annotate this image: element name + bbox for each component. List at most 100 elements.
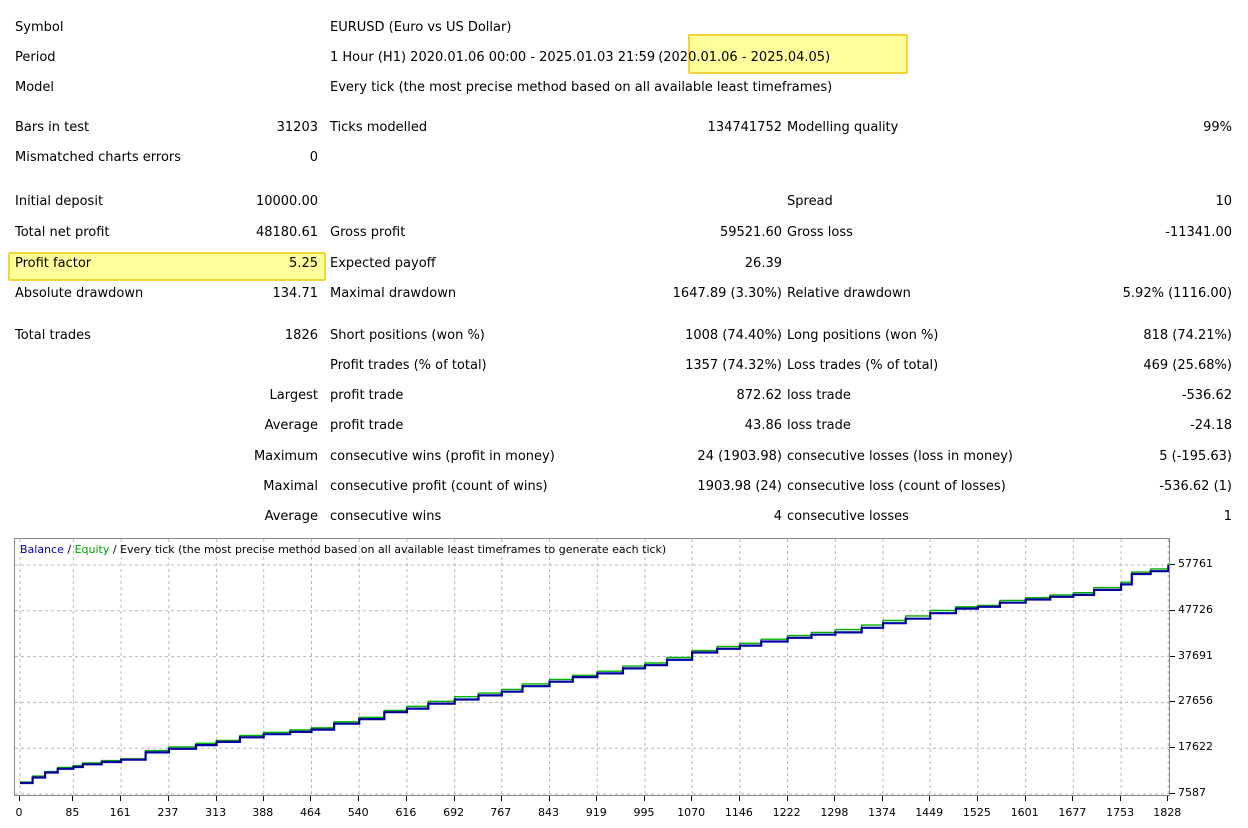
y-tick-label: 27656 [1178, 694, 1213, 708]
largest-label: Largest [269, 388, 318, 403]
gross-loss-value: -11341.00 [1165, 225, 1232, 240]
x-tick-mark [358, 796, 360, 801]
period-highlight-box [688, 34, 908, 74]
y-tick-mark [1170, 747, 1175, 749]
period-highlight-text: (2020.01.06 - 2025.04.05) [658, 50, 831, 65]
maximum-profit-label: consecutive wins (profit in money) [330, 449, 555, 464]
x-tick-mark [834, 796, 836, 801]
average-consec-label: Average [264, 509, 318, 524]
y-tick-label: 7587 [1178, 786, 1206, 799]
y-tick-mark [1170, 793, 1175, 794]
chart-legend: Balance / Equity / Every tick (the most … [20, 543, 666, 556]
x-tick-mark [1072, 796, 1074, 801]
mismatched-label: Mismatched charts errors [15, 150, 182, 165]
x-tick-mark [929, 796, 931, 801]
expected-payoff-value: 26.39 [744, 256, 782, 271]
x-tick-label: 1677 [1058, 806, 1087, 819]
x-tick-mark [738, 796, 740, 801]
largest-loss-value: -536.62 [1181, 388, 1232, 403]
gross-profit-value: 59521.60 [719, 225, 782, 240]
y-tick-label: 47726 [1178, 602, 1213, 616]
symbol-label: Symbol [15, 20, 64, 35]
x-tick-label: 540 [347, 806, 369, 819]
x-tick-mark [786, 796, 788, 801]
y-tick-label: 57761 [1178, 557, 1213, 570]
maximal-profit-label: consecutive profit (count of wins) [330, 479, 548, 494]
x-tick-mark [1120, 796, 1122, 801]
maximum-label: Maximum [253, 449, 318, 464]
x-tick-label: 1374 [868, 806, 897, 819]
average-profit-value: 43.86 [744, 418, 782, 433]
bars-in-test-label: Bars in test [15, 120, 90, 135]
y-tick-mark [1170, 609, 1175, 611]
x-tick-label: 237 [157, 806, 179, 819]
x-tick-label: 464 [299, 806, 321, 819]
relative-drawdown-label: Relative drawdown [787, 286, 911, 301]
x-tick-mark [215, 796, 217, 801]
x-tick-label: 1070 [677, 806, 706, 819]
maximum-loss-value: 5 (-195.63) [1159, 449, 1232, 464]
total-trades-label: Total trades [15, 328, 91, 343]
total-trades-value: 1826 [284, 328, 318, 343]
x-tick-label: 767 [490, 806, 512, 819]
average-consec-profit-value: 4 [773, 509, 782, 524]
legend-balance: Balance [20, 543, 64, 556]
x-tick-mark [120, 796, 122, 801]
maximum-loss-label: consecutive losses (loss in money) [787, 449, 1013, 464]
absolute-drawdown-label: Absolute drawdown [15, 286, 144, 301]
loss-trades-value: 469 (25.68%) [1143, 358, 1232, 373]
profit-trades-value: 1357 (74.32%) [685, 358, 782, 373]
x-tick-label: 1753 [1106, 806, 1135, 819]
x-tick-mark [644, 796, 645, 801]
x-tick-mark [1024, 796, 1026, 801]
y-tick-mark [1170, 564, 1175, 565]
x-tick-mark [976, 796, 978, 801]
balance-chart [14, 538, 1170, 796]
legend-description: / Every tick (the most precise method ba… [109, 543, 667, 556]
x-tick-mark [596, 796, 598, 801]
short-positions-value: 1008 (74.40%) [685, 328, 782, 343]
maximal-profit-value: 1903.98 (24) [697, 479, 782, 494]
x-tick-mark [262, 796, 264, 801]
x-tick-label: 1828 [1153, 806, 1182, 819]
x-tick-label: 1298 [820, 806, 849, 819]
largest-profit-label: profit trade [330, 388, 404, 403]
maximal-drawdown-label: Maximal drawdown [330, 286, 457, 301]
absolute-drawdown-value: 134.71 [272, 286, 319, 301]
ticks-modelled-label: Ticks modelled [330, 120, 428, 135]
x-tick-mark [167, 796, 169, 801]
x-tick-label: 313 [205, 806, 227, 819]
total-net-profit-value: 48180.61 [255, 225, 318, 240]
loss-trades-label: Loss trades (% of total) [787, 358, 939, 373]
x-tick-label: 1601 [1010, 806, 1039, 819]
initial-deposit-value: 10000.00 [255, 194, 318, 209]
maximal-loss-value: -536.62 (1) [1159, 479, 1232, 494]
modelling-quality-value: 99% [1203, 120, 1232, 135]
x-tick-mark [453, 796, 455, 801]
profit-factor-label: Profit factor [15, 256, 92, 271]
bars-in-test-value: 31203 [276, 120, 318, 135]
profit-factor-value: 5.25 [289, 256, 318, 271]
x-tick-mark [500, 796, 502, 801]
expected-payoff-label: Expected payoff [330, 256, 436, 271]
x-tick-label: 388 [252, 806, 274, 819]
period-label: Period [15, 50, 56, 65]
x-tick-label: 919 [585, 806, 607, 819]
maximum-profit-value: 24 (1903.98) [697, 449, 782, 464]
ticks-modelled-value: 134741752 [707, 120, 782, 135]
long-positions-value: 818 (74.21%) [1143, 328, 1232, 343]
y-tick-label: 17622 [1178, 740, 1213, 754]
gross-profit-label: Gross profit [330, 225, 406, 240]
legend-sep: / [63, 543, 75, 556]
x-tick-label: 1146 [724, 806, 753, 819]
largest-profit-value: 872.62 [736, 388, 783, 403]
maximal-label: Maximal [263, 479, 318, 494]
period-value: 1 Hour (H1) 2020.01.06 00:00 - 2025.01.0… [330, 50, 830, 66]
mismatched-value: 0 [309, 150, 318, 165]
profit-trades-label: Profit trades (% of total) [330, 358, 487, 373]
average-consec-loss-value: 1 [1223, 509, 1232, 524]
x-tick-mark [1167, 796, 1169, 801]
balance-chart-svg [15, 539, 1169, 795]
x-tick-label: 0 [15, 806, 23, 819]
x-tick-mark [19, 796, 20, 801]
